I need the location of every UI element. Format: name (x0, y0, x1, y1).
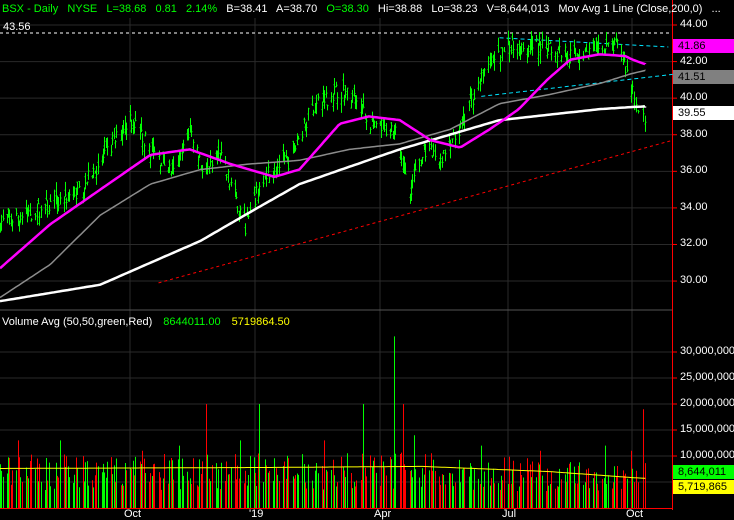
moving-average-gray (0, 69, 646, 299)
volume-average: 5719864.50 (231, 316, 290, 328)
change: 0.81 (155, 3, 177, 15)
price-tag: 41.86 (673, 39, 734, 53)
volume-average-line (0, 465, 646, 479)
price-axis-label: 34.00 (680, 200, 708, 213)
time-axis-label: Oct (626, 508, 644, 520)
ask: A=38.70 (275, 3, 318, 15)
volume-axis-label: 25,000,000 (680, 371, 734, 383)
volume-axis-label: 15,000,000 (680, 423, 734, 435)
price-axis-label: 30.00 (680, 274, 708, 287)
bid: B=38.41 (226, 3, 268, 15)
volume-tag: 8,644,011 (673, 465, 734, 479)
symbol: BSX - Daily (2, 3, 59, 15)
low: Lo=38.23 (431, 3, 478, 15)
more-indicator[interactable]: ... (711, 3, 721, 15)
volume-tag: 5,719,865 (673, 480, 734, 494)
volume-axis-label: 30,000,000 (680, 345, 734, 357)
price-axis-label: 38.00 (680, 127, 708, 140)
price-tag: 41.51 (673, 70, 734, 84)
price-tag: 39.55 (673, 106, 734, 120)
channel-top-line (499, 37, 669, 48)
time-axis-label: '19 (249, 508, 264, 520)
price-axis-label: 32.00 (680, 237, 708, 250)
volume-value: 8644011.00 (163, 316, 221, 328)
price-axis-label: 40.00 (680, 91, 708, 104)
time-axis-label: Jul (502, 508, 517, 520)
price-axis-label: 36.00 (680, 164, 708, 177)
volume-header: Volume Avg (50,50,green,Red) 8644011.00 … (2, 316, 298, 329)
last-price: L=38.68 (106, 3, 147, 15)
time-axis-label: Oct (124, 508, 142, 520)
volume-axis-label: 20,000,000 (680, 397, 734, 409)
support-trendline (158, 139, 673, 284)
exchange: NYSE (67, 3, 98, 15)
high: Hi=38.88 (377, 3, 423, 15)
moving-average-200 (0, 105, 647, 303)
quote-header: BSX - Daily NYSE L=38.68 0.81 2.14% B=38… (2, 3, 727, 16)
volume-study-title[interactable]: Volume Avg (50,50,green,Red) (2, 316, 153, 328)
change-pct: 2.14% (185, 3, 218, 15)
price-axis-label: 42.00 (680, 54, 708, 67)
volume: V=8,644,013 (486, 3, 550, 15)
price-axis-label: 44.00 (680, 18, 708, 30)
time-axis-label: Apr (374, 508, 392, 520)
volume-axis-label: 10,000,000 (680, 449, 734, 461)
channel-bottom-line (481, 73, 673, 97)
resistance-level-label: 43.56 (3, 21, 31, 33)
study-label[interactable]: Mov Avg 1 Line (Close,200,0) (558, 3, 703, 15)
moving-average-magenta (0, 53, 647, 270)
open: O=38.30 (326, 3, 369, 15)
